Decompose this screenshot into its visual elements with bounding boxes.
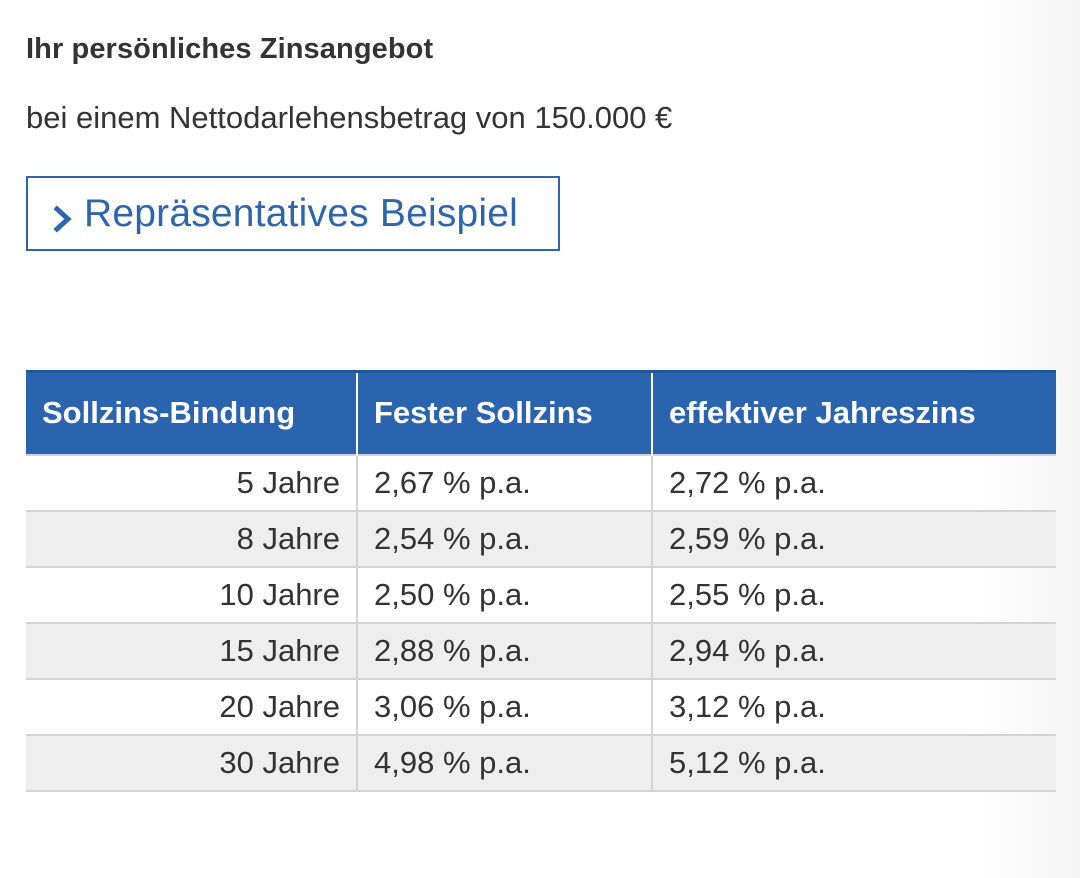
term-cell: 20 Jahre: [26, 678, 358, 736]
effective-rate-cell: 2,55 % p.a.: [652, 566, 1056, 624]
fixed-rate-cell: 2,54 % p.a.: [357, 510, 653, 568]
interest-rate-table: Sollzins-Bindung Fester Sollzins effekti…: [26, 370, 1056, 792]
chevron-right-icon: [51, 204, 77, 234]
fixed-rate-cell: 4,98 % p.a.: [357, 734, 653, 792]
table-row: 10 Jahre 2,50 % p.a. 2,55 % p.a.: [26, 566, 1056, 624]
term-cell: 15 Jahre: [26, 622, 358, 680]
effective-rate-cell: 5,12 % p.a.: [652, 734, 1056, 792]
effective-rate-cell: 2,72 % p.a.: [652, 453, 1056, 512]
page-title: Ihr persönliches Zinsangebot: [26, 33, 434, 65]
table-row: 15 Jahre 2,88 % p.a. 2,94 % p.a.: [26, 622, 1056, 680]
column-header-term: Sollzins-Bindung: [26, 370, 358, 455]
table-row: 8 Jahre 2,54 % p.a. 2,59 % p.a.: [26, 510, 1056, 568]
term-cell: 8 Jahre: [26, 510, 358, 568]
fixed-rate-cell: 3,06 % p.a.: [357, 678, 653, 736]
table-row: 5 Jahre 2,67 % p.a. 2,72 % p.a.: [26, 453, 1056, 512]
column-header-fixed-rate: Fester Sollzins: [357, 370, 653, 455]
representative-example-label: Repräsentatives Beispiel: [84, 191, 519, 235]
term-cell: 30 Jahre: [26, 734, 358, 792]
effective-rate-cell: 2,94 % p.a.: [652, 622, 1056, 680]
table-row: 30 Jahre 4,98 % p.a. 5,12 % p.a.: [26, 734, 1056, 792]
table-row: 20 Jahre 3,06 % p.a. 3,12 % p.a.: [26, 678, 1056, 736]
term-cell: 10 Jahre: [26, 566, 358, 624]
representative-example-button[interactable]: Repräsentatives Beispiel: [26, 176, 560, 251]
fixed-rate-cell: 2,67 % p.a.: [357, 453, 653, 512]
column-header-effective-rate: effektiver Jahreszins: [652, 370, 1056, 455]
loan-amount-subtitle: bei einem Nettodarlehensbetrag von 150.0…: [26, 100, 673, 135]
effective-rate-cell: 2,59 % p.a.: [652, 510, 1056, 568]
fixed-rate-cell: 2,50 % p.a.: [357, 566, 653, 624]
fixed-rate-cell: 2,88 % p.a.: [357, 622, 653, 680]
term-cell: 5 Jahre: [26, 453, 358, 512]
table-header-row: Sollzins-Bindung Fester Sollzins effekti…: [26, 370, 1056, 455]
effective-rate-cell: 3,12 % p.a.: [652, 678, 1056, 736]
